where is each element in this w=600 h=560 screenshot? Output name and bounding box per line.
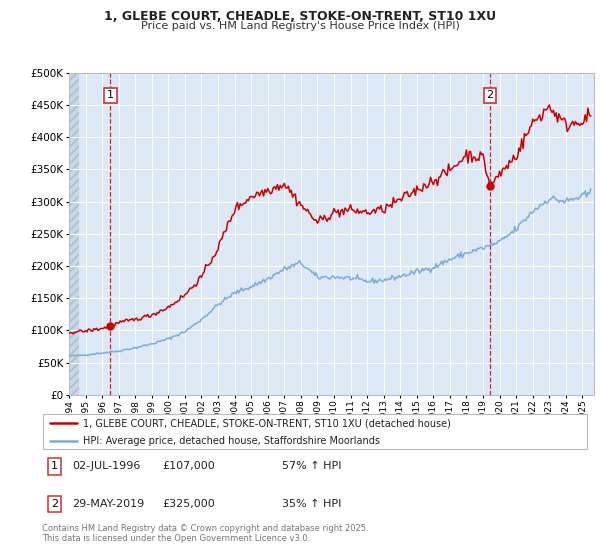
Text: HPI: Average price, detached house, Staffordshire Moorlands: HPI: Average price, detached house, Staf… (83, 436, 380, 446)
FancyBboxPatch shape (43, 414, 587, 449)
Text: Contains HM Land Registry data © Crown copyright and database right 2025.
This d: Contains HM Land Registry data © Crown c… (42, 524, 368, 543)
Text: 57% ↑ HPI: 57% ↑ HPI (282, 461, 342, 472)
Text: Price paid vs. HM Land Registry's House Price Index (HPI): Price paid vs. HM Land Registry's House … (140, 21, 460, 31)
Text: 2: 2 (51, 499, 58, 509)
Text: 1, GLEBE COURT, CHEADLE, STOKE-ON-TRENT, ST10 1XU: 1, GLEBE COURT, CHEADLE, STOKE-ON-TRENT,… (104, 10, 496, 23)
Text: £325,000: £325,000 (162, 499, 215, 509)
Text: 2: 2 (487, 90, 494, 100)
Text: 02-JUL-1996: 02-JUL-1996 (72, 461, 140, 472)
Text: 1, GLEBE COURT, CHEADLE, STOKE-ON-TRENT, ST10 1XU (detached house): 1, GLEBE COURT, CHEADLE, STOKE-ON-TRENT,… (83, 418, 451, 428)
Text: £107,000: £107,000 (162, 461, 215, 472)
Text: 1: 1 (51, 461, 58, 472)
Text: 1: 1 (107, 90, 114, 100)
Text: 35% ↑ HPI: 35% ↑ HPI (282, 499, 341, 509)
Text: 29-MAY-2019: 29-MAY-2019 (72, 499, 144, 509)
